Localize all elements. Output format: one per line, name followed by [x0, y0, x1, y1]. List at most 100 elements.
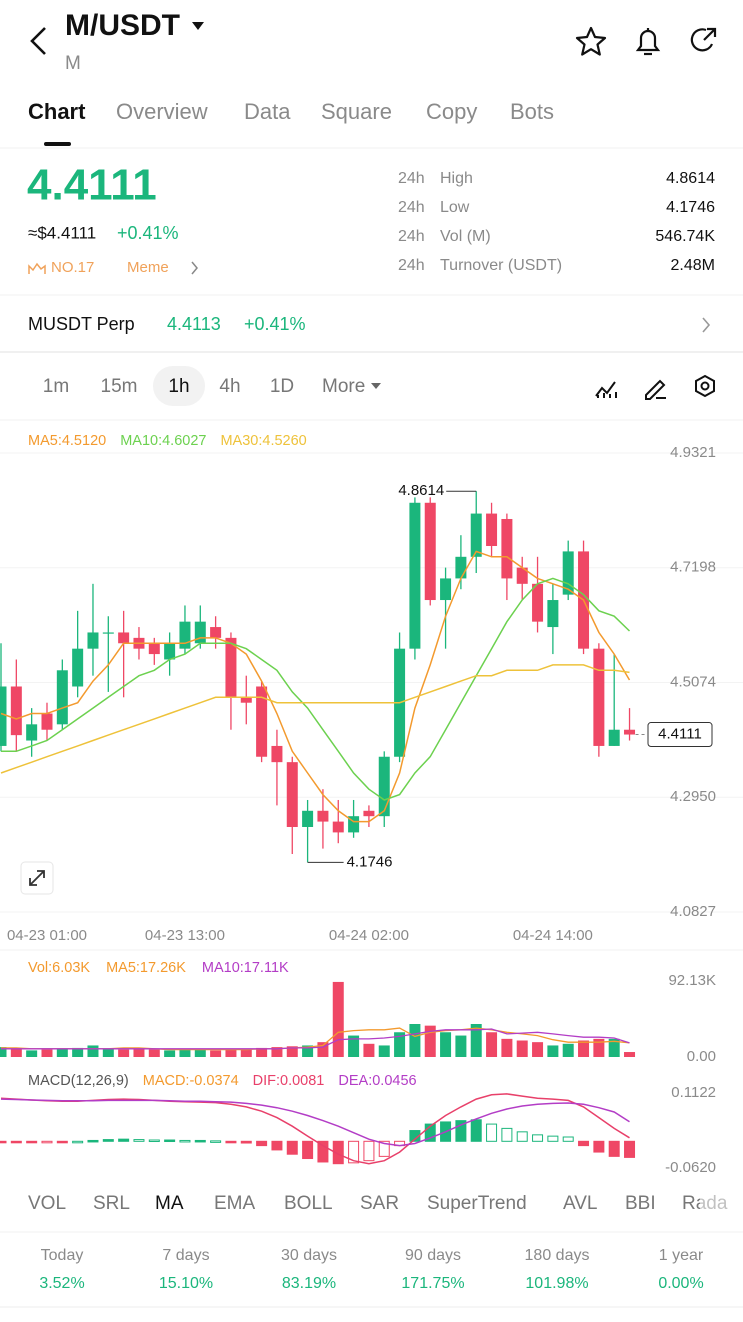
candle-body	[562, 551, 574, 595]
stat-value: 4.8614	[666, 170, 715, 187]
last-price: 4.4111	[27, 161, 157, 210]
volume-bar	[0, 1047, 7, 1057]
y-tick-label: 4.7198	[670, 559, 716, 576]
timeframe[interactable]: 1h	[168, 376, 189, 397]
volume-bar	[194, 1049, 206, 1057]
ma-line	[0, 550, 631, 823]
timeframe[interactable]: 1m	[43, 376, 69, 397]
volume-bar	[394, 1032, 406, 1057]
volume-legend: MA5:17.26K	[106, 960, 186, 976]
more-dropdown[interactable]	[371, 383, 381, 389]
macd-bar	[271, 1140, 283, 1151]
macd-bar	[256, 1140, 268, 1147]
rank[interactable]: NO.17	[51, 259, 94, 276]
volume-bar	[148, 1049, 160, 1057]
indicator-tab[interactable]: BBI	[625, 1193, 656, 1214]
y-tick-label: 4.2950	[670, 788, 716, 805]
macd-bar	[286, 1140, 298, 1155]
timeframe[interactable]: 4h	[219, 376, 240, 397]
candle-body	[424, 502, 436, 601]
pair-dropdown[interactable]	[192, 22, 204, 30]
base-asset: M	[65, 53, 81, 74]
indicator-tab[interactable]: VOL	[28, 1193, 66, 1214]
macd-bar	[624, 1140, 636, 1158]
favorite-icon[interactable]	[575, 26, 607, 56]
macd-bar	[118, 1138, 130, 1142]
volume-bar	[317, 1042, 329, 1057]
expand-button[interactable]	[20, 861, 54, 895]
tab[interactable]: Copy	[426, 99, 477, 124]
volume-bar	[133, 1048, 145, 1057]
volume-tick-label: 92.13K	[668, 972, 716, 989]
candle-body	[348, 816, 360, 833]
tab[interactable]: Bots	[510, 99, 554, 124]
candle-body	[501, 518, 513, 579]
tab[interactable]: Square	[321, 99, 392, 124]
sector-tag[interactable]: Meme	[127, 259, 169, 276]
indicator-tab[interactable]: EMA	[214, 1193, 256, 1214]
volume-bar	[302, 1045, 314, 1057]
ma-legend: MA5:4.5120	[28, 433, 106, 449]
tab[interactable]: Overview	[116, 99, 208, 124]
macd-bar	[179, 1139, 191, 1143]
macd-bar	[516, 1131, 528, 1142]
timeframe[interactable]: More	[322, 376, 365, 397]
volume-legend: Vol:6.03K	[28, 960, 90, 976]
macd-bar	[348, 1140, 360, 1164]
rank-icon	[28, 262, 46, 274]
perp-name[interactable]: MUSDT Perp	[28, 314, 135, 334]
macd-bar	[578, 1140, 590, 1147]
alert-icon[interactable]	[635, 28, 661, 56]
timeframe[interactable]: 1D	[270, 376, 294, 397]
volume-bar	[593, 1038, 605, 1057]
perf-period: Today	[41, 1247, 84, 1264]
perf-value: 0.00%	[658, 1275, 703, 1292]
volume-bar	[501, 1038, 513, 1057]
candle-body	[317, 810, 329, 822]
macd-legend: DIF:0.0081	[253, 1073, 325, 1089]
stat-value: 4.1746	[666, 199, 715, 216]
candle-body	[593, 648, 605, 746]
ma-line	[1, 577, 631, 801]
macd-bar	[378, 1140, 390, 1157]
x-tick-label: 04-23 13:00	[145, 927, 225, 944]
x-tick-label: 04-24 02:00	[329, 927, 409, 944]
chevron[interactable]	[702, 317, 711, 333]
pair-symbol[interactable]: M/USDT	[65, 9, 180, 42]
share-icon[interactable]	[690, 27, 717, 52]
candle-body	[532, 583, 544, 622]
perf-period: 7 days	[162, 1247, 209, 1264]
volume-bar	[578, 1040, 590, 1057]
macd-bar	[148, 1139, 160, 1143]
perf-value: 83.19%	[282, 1275, 336, 1292]
y-tick-label: 4.9321	[670, 444, 716, 461]
indicator-tab[interactable]: MA	[155, 1193, 184, 1214]
draw-icon[interactable]	[645, 379, 666, 400]
candle-body	[470, 513, 482, 557]
timeframe[interactable]: 15m	[101, 376, 138, 397]
indicator-tab[interactable]: SuperTrend	[427, 1193, 527, 1214]
candle-body	[225, 637, 237, 698]
indicator-tab[interactable]: SRL	[93, 1193, 130, 1214]
indicator-tab[interactable]: BOLL	[284, 1193, 333, 1214]
macd-bar	[332, 1140, 344, 1165]
volume-bar	[102, 1048, 114, 1057]
indicator-tab[interactable]: SAR	[360, 1193, 399, 1214]
macd-bar	[56, 1140, 68, 1144]
tab[interactable]: Data	[244, 99, 291, 124]
macd-tick-label: -0.0620	[665, 1159, 716, 1176]
perf-period: 180 days	[525, 1247, 590, 1264]
perf-value: 3.52%	[39, 1275, 84, 1292]
macd-bar	[87, 1139, 99, 1143]
volume-bar	[409, 1024, 421, 1057]
settings-icon[interactable]	[695, 374, 715, 398]
macd-bar	[593, 1140, 605, 1153]
indicator-icon[interactable]	[595, 381, 617, 398]
tab[interactable]: Chart	[28, 99, 86, 124]
macd-legend: MACD(12,26,9)	[28, 1073, 129, 1089]
back-button[interactable]	[30, 27, 46, 55]
indicator-tab[interactable]: AVL	[563, 1193, 598, 1214]
volume-bar	[562, 1043, 574, 1057]
candle-body	[409, 502, 421, 649]
